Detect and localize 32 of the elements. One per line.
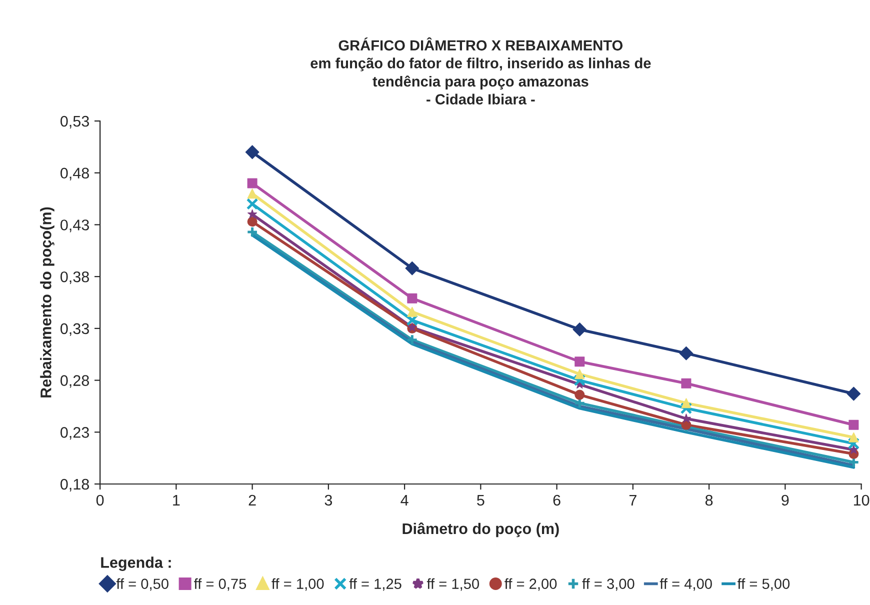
y-tick-label: 0,33 (60, 323, 89, 336)
legend-label: ff = 0,50 (116, 578, 168, 591)
x-tick-label: 5 (477, 494, 484, 506)
chart-title: GRÁFICO DIÂMETRO X REBAIXAMENTO em função do fator de filtro, inserido as linhas de tendência para poço amazonas - Cidade Ibiara - (310, 37, 651, 104)
x-tick-label: 3 (324, 494, 332, 506)
x-axis-title: Diâmetro do poço (m) (402, 522, 559, 538)
legend-title: Legenda : (101, 556, 171, 571)
x-tick-label: 7 (629, 494, 636, 506)
legend-label: ff = 3,00 (582, 578, 634, 591)
legend-label: ff = 2,00 (504, 578, 557, 591)
x-tick-label: 1 (173, 494, 180, 506)
x-tick-label: 10 (854, 494, 870, 506)
legend-label: ff = 1,00 (272, 578, 324, 591)
legend-label: ff = 1,50 (426, 578, 480, 591)
legend-label: ff = 5,00 (737, 578, 790, 591)
x-tick-label: 0 (96, 494, 104, 506)
y-tick-label: 0,43 (60, 220, 89, 232)
legend-label: ff = 4,00 (660, 578, 712, 591)
x-tick-label: 6 (553, 494, 560, 506)
y-tick-label: 0,53 (60, 116, 89, 128)
x-tick-label: 9 (782, 494, 789, 506)
x-tick-label: 2 (248, 494, 256, 506)
x-tick-label: 4 (400, 494, 408, 506)
legend-label: ff = 0,75 (194, 578, 246, 591)
y-axis-title: Rebaixamento do poço(m) (40, 207, 54, 398)
y-tick-label: 0,23 (60, 427, 89, 440)
x-tick-label: 8 (705, 494, 713, 506)
legend-label: ff = 1,25 (349, 578, 402, 591)
y-tick-label: 0,38 (60, 271, 89, 284)
y-tick-label: 0,18 (60, 478, 89, 492)
y-tick-label: 0,48 (60, 168, 89, 180)
y-tick-label: 0,28 (60, 375, 89, 388)
